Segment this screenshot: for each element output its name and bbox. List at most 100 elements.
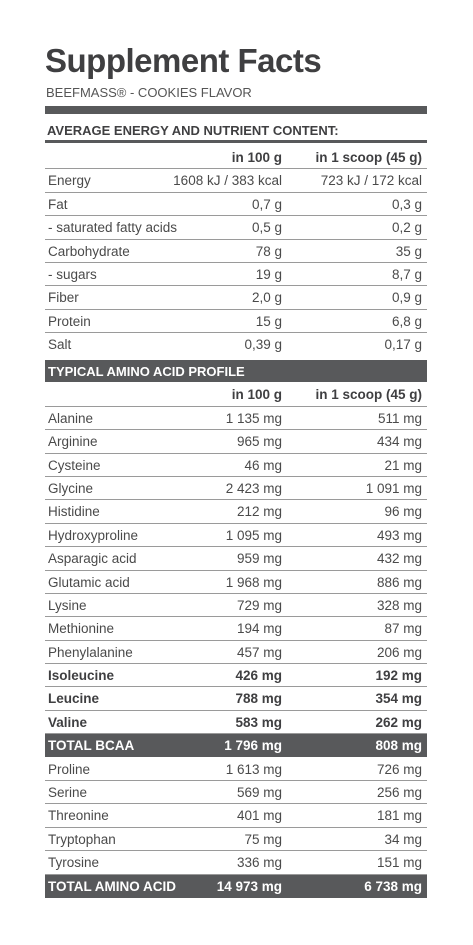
value-per-scoop: 0,2 g: [391, 220, 422, 236]
amino-acid-row: TOTAL BCAA 1 796 mg 808 mg: [45, 734, 427, 758]
value-per-scoop: 6 738 mg: [364, 878, 422, 894]
nutrient-row: Fat 0,7 g 0,3 g: [45, 193, 427, 217]
top-divider-bar: [45, 106, 427, 114]
amino-acid-row: Tyrosine 336 mg 151 mg: [45, 851, 427, 875]
column-header-per-scoop: in 1 scoop (45 g): [315, 150, 422, 165]
value-per-scoop: 192 mg: [375, 668, 422, 684]
value-per-100g: 75 mg: [244, 831, 282, 847]
nutrient-table-header: in 100 g in 1 scoop (45 g): [45, 146, 427, 170]
row-label: Tyrosine: [48, 855, 100, 871]
value-per-100g: 336 mg: [236, 855, 282, 871]
value-per-scoop: 328 mg: [376, 597, 422, 613]
amino-acid-row: Serine 569 mg 256 mg: [45, 781, 427, 805]
value-per-scoop: 6,8 g: [391, 313, 422, 329]
row-label: Serine: [48, 785, 88, 801]
value-per-scoop: 87 mg: [384, 621, 422, 637]
amino-section-heading-label: TYPICAL AMINO ACID PROFILE: [48, 364, 245, 379]
value-per-100g: 583 mg: [235, 714, 282, 730]
value-per-scoop: 0,17 g: [384, 337, 422, 353]
value-per-scoop: 511 mg: [377, 410, 422, 426]
row-label: Hydroxyproline: [48, 527, 139, 543]
value-per-100g: 569 mg: [236, 785, 282, 801]
value-per-scoop: 354 mg: [375, 691, 422, 707]
amino-column-header-per-100g: in 100 g: [231, 387, 282, 403]
value-per-scoop: 0,9 g: [391, 290, 422, 306]
value-per-scoop: 96 mg: [384, 504, 422, 520]
value-per-scoop: 434 mg: [376, 434, 422, 450]
nutrient-row: Protein 15 g 6,8 g: [45, 310, 427, 334]
row-label: Protein: [48, 313, 91, 329]
value-per-scoop: 493 mg: [376, 527, 422, 543]
value-per-100g: 1608 kJ / 383 kcal: [173, 173, 282, 189]
value-per-100g: 194 mg: [236, 621, 282, 637]
value-per-scoop: 35 g: [395, 243, 422, 259]
amino-acid-row: Arginine 965 mg 434 mg: [45, 430, 427, 454]
value-per-100g: 426 mg: [235, 668, 282, 684]
row-label: Asparagic acid: [48, 551, 137, 567]
row-label: Phenylalanine: [48, 644, 133, 660]
value-per-100g: 1 135 mg: [225, 410, 282, 426]
row-label: Lysine: [48, 597, 87, 613]
row-label: Proline: [48, 761, 91, 777]
value-per-100g: 78 g: [255, 243, 282, 259]
value-per-100g: 729 mg: [236, 597, 282, 613]
row-label: Glycine: [48, 480, 94, 496]
value-per-scoop: 256 mg: [376, 785, 422, 801]
value-per-100g: 15 g: [255, 313, 282, 329]
row-label: Methionine: [48, 621, 115, 637]
row-label: Tryptophan: [48, 831, 116, 847]
nutrient-table: in 100 g in 1 scoop (45 g) Energy 1608 kJ…: [45, 146, 427, 357]
nutrient-row: Energy 1608 kJ / 383 kcal 723 kJ / 172 kca…: [45, 169, 427, 193]
value-per-scoop: 8,7 g: [391, 266, 422, 282]
value-per-100g: 2,0 g: [251, 290, 282, 306]
amino-acid-row: Proline 1 613 mg 726 mg: [45, 758, 427, 782]
value-per-scoop: 808 mg: [375, 738, 422, 754]
row-label: Glutamic acid: [48, 574, 130, 590]
value-per-100g: 457 mg: [236, 644, 282, 660]
amino-section-heading: TYPICAL AMINO ACID PROFILE: [45, 360, 427, 384]
nutrient-row: Carbohydrate 78 g 35 g: [45, 240, 427, 263]
row-label: Histidine: [48, 504, 100, 520]
amino-acid-row: Threonine 401 mg 181 mg: [45, 804, 427, 828]
value-per-100g: 212 mg: [236, 504, 282, 520]
value-per-scoop: 206 mg: [376, 644, 422, 660]
page-title: Supplement Facts: [45, 42, 322, 79]
value-per-100g: 1 796 mg: [224, 738, 282, 754]
row-label: Salt: [48, 337, 72, 353]
value-per-100g: 959 mg: [236, 551, 282, 567]
value-per-scoop: 0,3 g: [391, 196, 422, 212]
value-per-100g: 1 968 mg: [225, 574, 282, 590]
value-per-100g: 1 613 mg: [225, 761, 282, 777]
amino-acid-row: Isoleucine 426 mg 192 mg: [45, 664, 427, 688]
amino-acid-row: Valine 583 mg 262 mg: [45, 711, 427, 735]
row-label: Fat: [48, 196, 68, 212]
value-per-scoop: 34 mg: [384, 831, 422, 847]
row-label: Arginine: [48, 434, 98, 450]
row-label: - sugars: [48, 266, 97, 282]
nutrient-row: - saturated fatty acids 0,5 g 0,2 g: [45, 216, 427, 240]
nutrient-row: Salt 0,39 g 0,17 g: [45, 333, 427, 356]
product-subtitle: BEEFMASS® - COOKIES FLAVOR: [46, 85, 252, 100]
value-per-100g: 401 mg: [236, 808, 282, 824]
value-per-scoop: 21 mg: [384, 457, 422, 473]
amino-acid-row: Alanine 1 135 mg 511 mg: [45, 407, 427, 431]
amino-acid-row: Asparagic acid 959 mg 432 mg: [45, 547, 427, 571]
row-label: Energy: [48, 173, 91, 189]
amino-acid-row: Glutamic acid 1 968 mg 886 mg: [45, 571, 427, 594]
amino-column-header-per-scoop: in 1 scoop (45 g): [315, 387, 422, 403]
value-per-scoop: 432 mg: [376, 551, 422, 567]
row-label: Leucine: [48, 691, 100, 707]
amino-acid-row: Hydroxyproline 1 095 mg 493 mg: [45, 524, 427, 548]
row-label: - saturated fatty acids: [48, 220, 178, 236]
amino-acid-row: Glycine 2 423 mg 1 091 mg: [45, 477, 427, 501]
column-header-per-100g: in 100 g: [231, 150, 282, 165]
row-label: TOTAL AMINO ACID: [48, 878, 176, 894]
value-per-scoop: 886 mg: [376, 574, 422, 590]
value-per-100g: 965 mg: [236, 434, 282, 450]
row-label: Isoleucine: [48, 668, 115, 684]
row-label: Fiber: [48, 290, 79, 306]
value-per-scoop: 262 mg: [375, 714, 422, 730]
value-per-100g: 2 423 mg: [225, 480, 282, 496]
nutrient-rows: Energy 1608 kJ / 383 kcal 723 kJ / 172 kca…: [45, 169, 427, 356]
row-label: Carbohydrate: [48, 243, 130, 259]
